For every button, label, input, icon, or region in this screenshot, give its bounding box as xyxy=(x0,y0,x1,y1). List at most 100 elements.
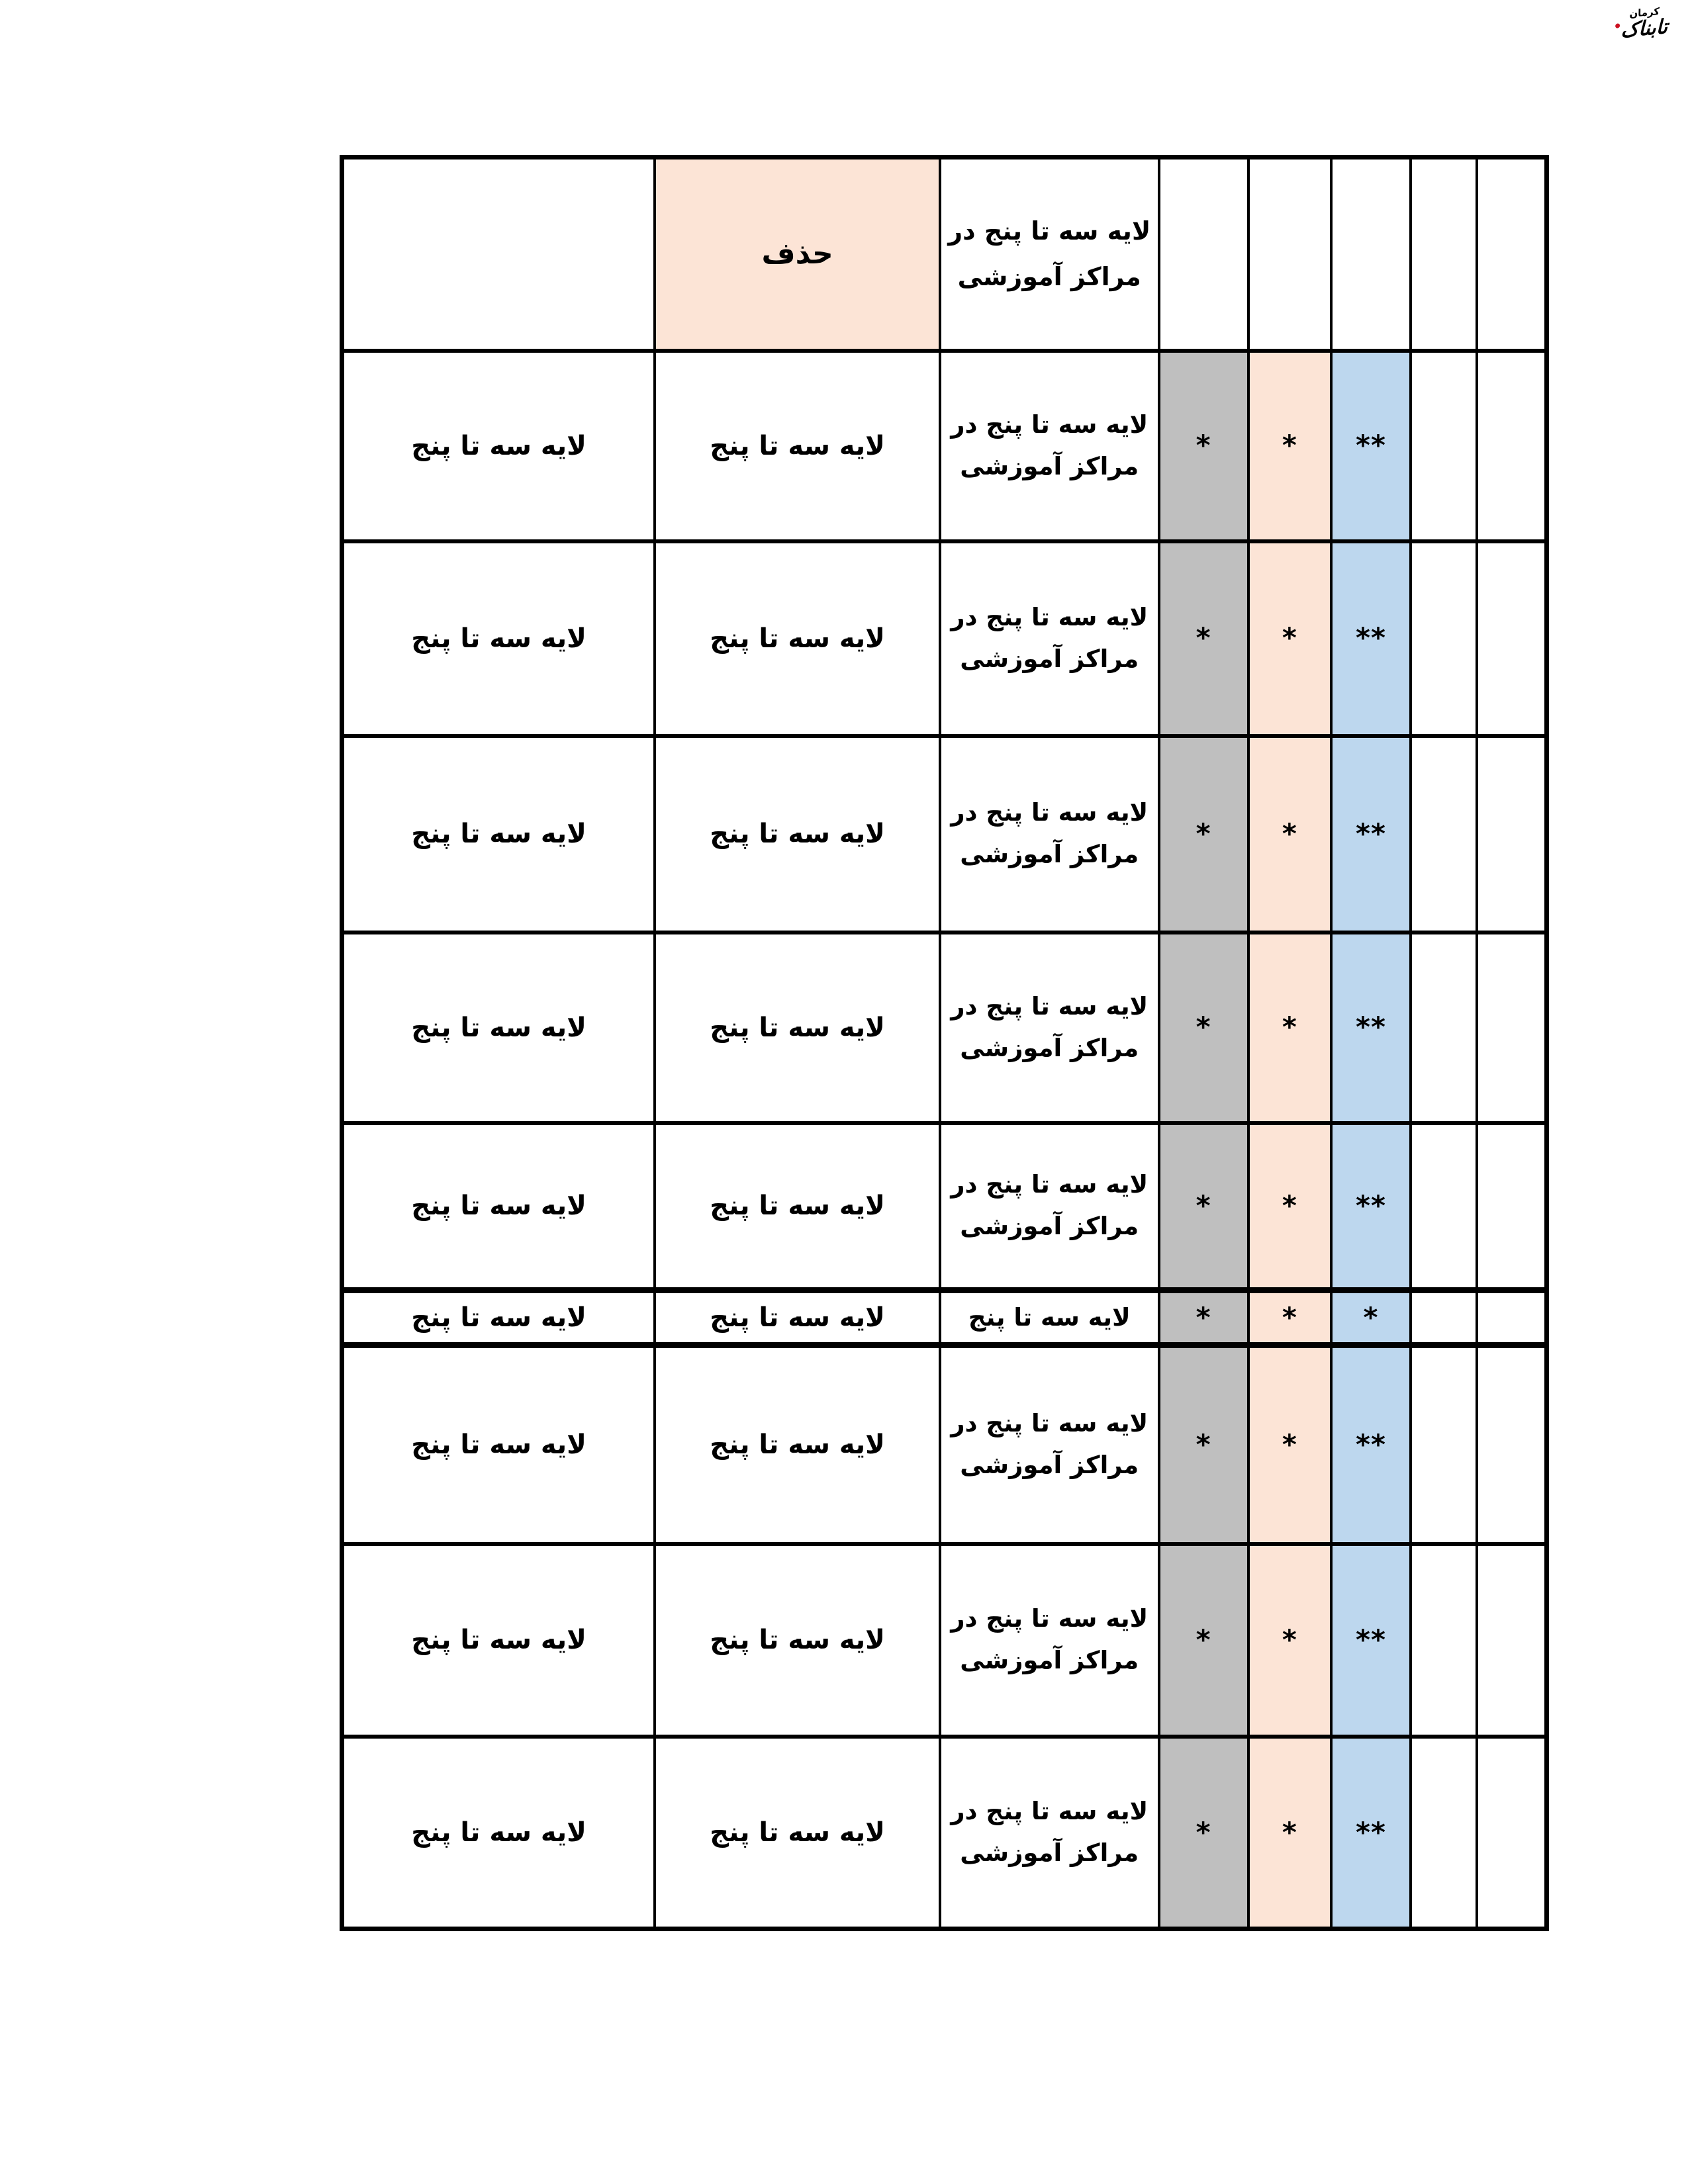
cell-text: لایه سه تا پنج xyxy=(411,819,586,849)
empty-1-cell xyxy=(1409,1343,1479,1546)
empty-1-cell xyxy=(1409,348,1479,543)
cell-text: * xyxy=(1282,1428,1297,1461)
layer-range-cell: لایه سه تا پنج xyxy=(340,539,657,738)
empty-2-cell xyxy=(1476,348,1548,543)
data-table: حذف لایه سه تا پنج در مراکز آموزشی لایه س… xyxy=(340,155,1549,1931)
layer-range-header-cell xyxy=(340,155,657,353)
flag-gray-cell: * xyxy=(1157,539,1250,738)
empty-1-cell xyxy=(1409,1541,1479,1739)
cell-text: لایه سه تا پنج در مراکز آموزشی xyxy=(951,602,1149,673)
flag-blue-cell: ** xyxy=(1329,1541,1413,1739)
cell-text: لایه سه تا پنج xyxy=(710,819,885,849)
layer-range-in-centers-cell: لایه سه تا پنج در مراکز آموزشی xyxy=(938,1541,1160,1739)
layer-range-cell: لایه سه تا پنج xyxy=(340,348,657,543)
cell-text: لایه سه تا پنج در مراکز آموزشی xyxy=(951,991,1149,1062)
table-row: لایه سه تا پنج لایه سه تا پنج لایه سه تا پ… xyxy=(340,539,1548,738)
empty-1-cell xyxy=(1409,1120,1479,1293)
cell-text: * xyxy=(1282,1011,1297,1044)
cell-text: * xyxy=(1196,1011,1211,1044)
cell-text: * xyxy=(1196,621,1211,655)
layer-range-in-centers-cell: لایه سه تا پنج در مراکز آموزشی xyxy=(938,348,1160,543)
flag-gray-cell: * xyxy=(1157,930,1250,1125)
table-row: لایه سه تا پنج لایه سه تا پنج لایه سه تا پ… xyxy=(340,1287,1548,1348)
flag-peach-cell: * xyxy=(1246,539,1333,738)
cell-text: * xyxy=(1196,1189,1211,1222)
cell-text: لایه سه تا پنج xyxy=(710,1430,885,1461)
empty-2-cell xyxy=(1476,1541,1548,1739)
empty-2-header-cell xyxy=(1476,155,1548,353)
delete-cell: لایه سه تا پنج xyxy=(653,1734,941,1931)
cell-text: ** xyxy=(1356,1189,1386,1222)
empty-2-cell xyxy=(1476,1734,1548,1931)
empty-1-cell xyxy=(1409,1734,1479,1931)
empty-1-cell xyxy=(1409,733,1479,934)
cell-text: لایه سه تا پنج در مراکز آموزشی xyxy=(951,798,1149,868)
cell-text: * xyxy=(1282,429,1297,462)
flag-blue-cell: ** xyxy=(1329,930,1413,1125)
table-header: حذف لایه سه تا پنج در مراکز آموزشی xyxy=(340,155,1548,353)
delete-header-cell: حذف xyxy=(653,155,941,353)
layer-range-cell: لایه سه تا پنج xyxy=(340,930,657,1125)
flag-peach-cell: * xyxy=(1246,1287,1333,1348)
layer-range-in-centers-cell: لایه سه تا پنج در مراکز آموزشی xyxy=(938,1734,1160,1931)
cell-text: * xyxy=(1196,1300,1211,1334)
table-row: لایه سه تا پنج لایه سه تا پنج لایه سه تا پ… xyxy=(340,1343,1548,1546)
flag-peach-cell: * xyxy=(1246,1734,1333,1931)
empty-1-cell xyxy=(1409,539,1479,738)
table-row: لایه سه تا پنج لایه سه تا پنج لایه سه تا پ… xyxy=(340,733,1548,934)
cell-text: * xyxy=(1282,1815,1297,1848)
flag-gray-cell: * xyxy=(1157,1734,1250,1931)
cell-text: * xyxy=(1196,817,1211,850)
flag-blue-cell: * xyxy=(1329,1287,1413,1348)
layer-range-cell: لایه سه تا پنج xyxy=(340,1541,657,1739)
delete-cell: لایه سه تا پنج xyxy=(653,348,941,543)
cell-text: ** xyxy=(1356,429,1386,462)
cell-text: لایه سه تا پنج xyxy=(411,1302,586,1333)
cell-text: ** xyxy=(1356,1428,1386,1461)
flag-peach-cell: * xyxy=(1246,1120,1333,1293)
flag-gray-cell: * xyxy=(1157,733,1250,934)
delete-cell: لایه سه تا پنج xyxy=(653,1541,941,1739)
flag-gray-header-cell xyxy=(1157,155,1250,353)
table-header-row: حذف لایه سه تا پنج در مراکز آموزشی xyxy=(340,155,1548,353)
cell-text: لایه سه تا پنج xyxy=(710,1302,885,1333)
flag-blue-cell: ** xyxy=(1329,539,1413,738)
flag-peach-cell: * xyxy=(1246,1343,1333,1546)
header-cell-text: لایه سه تا پنج در مراکز آموزشی xyxy=(948,216,1151,291)
empty-1-header-cell xyxy=(1409,155,1479,353)
flag-blue-cell: ** xyxy=(1329,1120,1413,1293)
delete-cell: لایه سه تا پنج xyxy=(653,539,941,738)
delete-cell: لایه سه تا پنج xyxy=(653,1343,941,1546)
flag-blue-cell: ** xyxy=(1329,348,1413,543)
empty-2-cell xyxy=(1476,539,1548,738)
layer-range-in-centers-cell: لایه سه تا پنج در مراکز آموزشی xyxy=(938,1120,1160,1293)
layer-range-cell: لایه سه تا پنج xyxy=(340,733,657,934)
cell-text: * xyxy=(1282,817,1297,850)
flag-blue-cell: ** xyxy=(1329,1734,1413,1931)
empty-2-cell xyxy=(1476,733,1548,934)
delete-cell: لایه سه تا پنج xyxy=(653,733,941,934)
cell-text: * xyxy=(1363,1300,1379,1334)
layer-range-in-centers-cell: لایه سه تا پنج در مراکز آموزشی xyxy=(938,539,1160,738)
cell-text: * xyxy=(1196,429,1211,462)
cell-text: لایه سه تا پنج در مراکز آموزشی xyxy=(951,1796,1149,1867)
cell-text: ** xyxy=(1356,1815,1386,1848)
empty-1-cell xyxy=(1409,930,1479,1125)
cell-text: لایه سه تا پنج xyxy=(411,1817,586,1848)
table-row: لایه سه تا پنج لایه سه تا پنج لایه سه تا پ… xyxy=(340,1120,1548,1293)
flag-peach-cell: * xyxy=(1246,930,1333,1125)
header-cell-text: حذف xyxy=(761,237,833,271)
flag-blue-cell: ** xyxy=(1329,733,1413,934)
cell-text: لایه سه تا پنج xyxy=(710,1012,885,1043)
layer-range-in-centers-cell: لایه سه تا پنج در مراکز آموزشی xyxy=(938,930,1160,1125)
table-row: لایه سه تا پنج لایه سه تا پنج لایه سه تا پ… xyxy=(340,1541,1548,1739)
cell-text: لایه سه تا پنج xyxy=(710,1191,885,1222)
cell-text: ** xyxy=(1356,1011,1386,1044)
cell-text: لایه سه تا پنج xyxy=(968,1302,1131,1332)
cell-text: لایه سه تا پنج xyxy=(411,623,586,654)
empty-2-cell xyxy=(1476,1343,1548,1546)
cell-text: * xyxy=(1196,1815,1211,1848)
flag-gray-cell: * xyxy=(1157,1343,1250,1546)
layer-range-cell: لایه سه تا پنج xyxy=(340,1343,657,1546)
cell-text: ** xyxy=(1356,621,1386,655)
